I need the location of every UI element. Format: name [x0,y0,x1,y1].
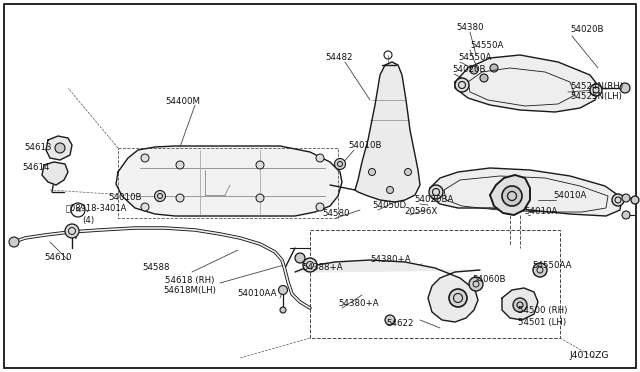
Circle shape [141,203,149,211]
Circle shape [55,143,65,153]
Circle shape [404,169,412,176]
Circle shape [335,158,346,170]
Polygon shape [46,136,72,160]
Text: 54500 (RH): 54500 (RH) [518,305,568,314]
Text: 54580: 54580 [322,209,349,218]
Text: 54380: 54380 [456,23,483,32]
Text: 54482: 54482 [325,54,353,62]
Circle shape [533,263,547,277]
Circle shape [513,298,527,312]
Text: N: N [76,207,81,213]
Text: ⓝ08918-3401A: ⓝ08918-3401A [66,203,127,212]
Circle shape [455,78,469,92]
Text: 54524N(RH): 54524N(RH) [570,81,623,90]
Text: 54525N(LH): 54525N(LH) [570,93,622,102]
Circle shape [65,224,79,238]
Text: 54610: 54610 [44,253,72,262]
Polygon shape [42,162,68,185]
Text: 54501 (LH): 54501 (LH) [518,317,566,327]
Text: 54380+A: 54380+A [370,256,411,264]
Text: 54613: 54613 [24,144,51,153]
Text: 54020B: 54020B [452,65,486,74]
Circle shape [385,315,395,325]
Circle shape [316,154,324,162]
Circle shape [387,186,394,193]
Text: 54618M(LH): 54618M(LH) [163,286,216,295]
Circle shape [429,185,443,199]
Circle shape [316,203,324,211]
Text: 54400M: 54400M [165,97,200,106]
Polygon shape [355,62,420,202]
Text: 54020BA: 54020BA [414,196,453,205]
Polygon shape [455,55,600,112]
Circle shape [480,74,488,82]
Polygon shape [430,168,622,216]
Circle shape [622,194,630,202]
Circle shape [502,186,522,206]
Circle shape [469,277,483,291]
Circle shape [176,194,184,202]
Circle shape [622,211,630,219]
Circle shape [620,83,630,93]
Text: 54380+A: 54380+A [338,299,379,308]
Text: (4): (4) [82,215,94,224]
Text: 54622: 54622 [386,320,413,328]
Circle shape [141,154,149,162]
Polygon shape [490,175,530,215]
Circle shape [256,161,264,169]
Text: J4010ZG: J4010ZG [570,350,609,359]
Circle shape [449,289,467,307]
Text: 54010A: 54010A [524,206,557,215]
Text: 54588: 54588 [142,263,170,273]
Text: 54550A: 54550A [458,54,492,62]
Text: 54614: 54614 [22,164,49,173]
Text: 20596X: 20596X [404,208,437,217]
Text: 54060B: 54060B [472,276,506,285]
Circle shape [256,194,264,202]
Text: 54618 (RH): 54618 (RH) [165,276,214,285]
Text: 54010A: 54010A [553,192,586,201]
Polygon shape [116,146,342,216]
Polygon shape [502,288,538,320]
Circle shape [303,258,317,272]
Text: 54010B: 54010B [348,141,381,151]
Circle shape [470,66,478,74]
Circle shape [490,64,498,72]
Circle shape [590,84,602,96]
Text: 54010B: 54010B [108,193,141,202]
Circle shape [295,253,305,263]
Circle shape [176,161,184,169]
Circle shape [9,237,19,247]
Text: 54050D: 54050D [372,202,406,211]
Circle shape [280,307,286,313]
Text: 54388+A: 54388+A [302,263,342,272]
Text: 54010AA: 54010AA [237,289,276,298]
Circle shape [369,169,376,176]
Polygon shape [295,260,480,322]
Text: 54550AA: 54550AA [532,260,572,269]
Text: 54550A: 54550A [470,42,504,51]
Circle shape [154,190,166,202]
Circle shape [631,196,639,204]
Text: 54020B: 54020B [570,26,604,35]
Circle shape [612,194,624,206]
Circle shape [278,285,287,295]
